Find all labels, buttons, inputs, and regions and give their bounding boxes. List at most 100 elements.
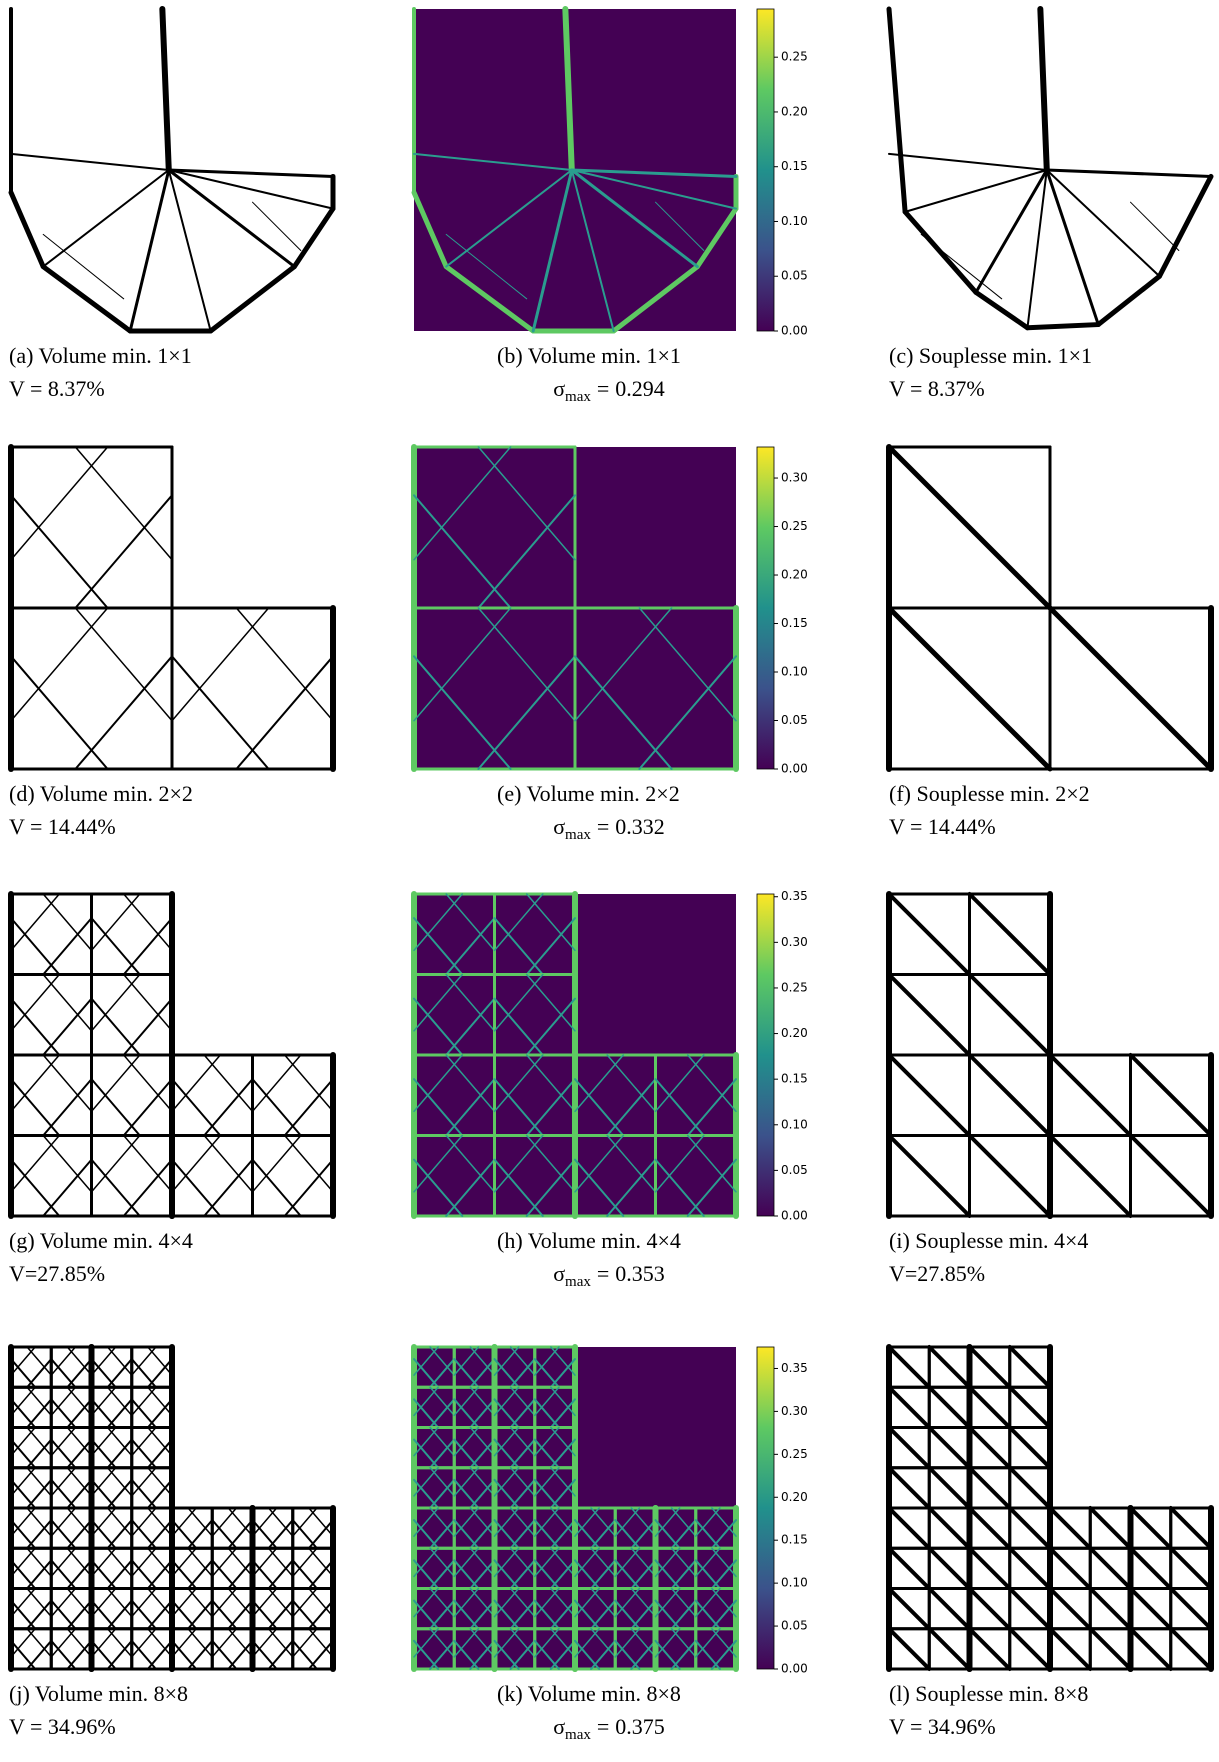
metric: σmax = 0.375 xyxy=(553,1714,665,1743)
strut xyxy=(429,1519,456,1550)
colorbar-tick-label: 0.15 xyxy=(781,1072,808,1086)
strut xyxy=(42,917,93,976)
strut xyxy=(267,1639,294,1670)
strut xyxy=(509,1559,536,1590)
strut xyxy=(614,1507,641,1537)
strut xyxy=(509,1519,536,1550)
strut xyxy=(887,972,972,1057)
strut xyxy=(211,1507,238,1537)
strut xyxy=(167,169,334,210)
symbol: σ xyxy=(553,814,565,839)
strut xyxy=(429,1438,456,1469)
strut xyxy=(131,1386,157,1417)
caption: (h) Volume min. 4×4 xyxy=(497,1228,681,1253)
strut xyxy=(493,1587,520,1618)
strut xyxy=(1128,1546,1173,1591)
strut xyxy=(90,973,141,1032)
strut xyxy=(122,917,173,976)
strut xyxy=(235,655,334,770)
strut xyxy=(493,1134,544,1193)
strut xyxy=(146,1559,173,1590)
strut xyxy=(1048,1546,1093,1591)
strut xyxy=(171,1587,197,1618)
strut xyxy=(967,1465,1012,1510)
strut xyxy=(654,1547,681,1578)
strut xyxy=(74,494,173,609)
strut xyxy=(590,1519,617,1550)
strut xyxy=(927,1506,972,1551)
strut xyxy=(1048,1626,1093,1671)
strut xyxy=(26,1599,53,1630)
strut xyxy=(710,1599,737,1630)
strut xyxy=(227,1599,254,1630)
strut xyxy=(146,1478,173,1509)
strut xyxy=(453,1507,480,1537)
strut xyxy=(66,1519,93,1550)
strut xyxy=(167,169,212,332)
strut xyxy=(90,1547,117,1578)
strut xyxy=(1045,169,1161,278)
panel: (k) Volume min. 8×8 σmax = 0.375 0.00 0.05 0.1… xyxy=(411,1344,808,1743)
caption: (k) Volume min. 8×8 xyxy=(497,1681,681,1706)
strut xyxy=(159,6,172,173)
strut xyxy=(710,1519,737,1550)
strut xyxy=(469,1438,496,1469)
symbol: σ xyxy=(553,1714,565,1739)
strut xyxy=(887,1133,972,1218)
strut xyxy=(606,1158,657,1217)
strut xyxy=(131,1628,157,1658)
strut xyxy=(106,1358,133,1389)
strut xyxy=(10,1628,36,1658)
strut xyxy=(1048,1506,1093,1551)
strut xyxy=(66,1559,93,1590)
strut xyxy=(1007,1546,1052,1591)
panel: (d) Volume min. 2×2 V = 14.44% xyxy=(8,444,336,839)
strut xyxy=(710,1559,737,1590)
strut xyxy=(106,1639,133,1670)
strut xyxy=(66,1478,93,1509)
strut xyxy=(171,607,270,722)
strut xyxy=(292,1547,318,1578)
colorbar-tick-label: 0.25 xyxy=(781,50,808,64)
caption: (l) Souplesse min. 8×8 xyxy=(889,1681,1088,1706)
strut xyxy=(10,1158,61,1217)
strut xyxy=(122,973,173,1032)
strut xyxy=(251,1134,302,1193)
metric: V = 14.44% xyxy=(889,814,996,839)
strut xyxy=(106,1519,133,1550)
strut xyxy=(413,607,512,722)
strut xyxy=(251,1507,278,1537)
strut xyxy=(531,168,574,333)
strut xyxy=(50,1386,77,1417)
strut xyxy=(493,1054,544,1113)
strut xyxy=(10,1054,61,1113)
caption: (b) Volume min. 1×1 xyxy=(497,343,681,368)
colorbar-tick-label: 0.10 xyxy=(781,1576,808,1590)
strut xyxy=(283,1134,334,1193)
strut xyxy=(26,1358,53,1389)
panel: (a) Volume min. 1×1 V = 8.37% xyxy=(8,6,336,401)
strut xyxy=(549,1358,576,1389)
strut xyxy=(211,1628,238,1658)
strut xyxy=(927,1546,972,1591)
strut xyxy=(251,1054,302,1113)
strut xyxy=(235,607,334,722)
strut xyxy=(26,1559,53,1590)
strut xyxy=(251,1628,278,1658)
panel: (b) Volume min. 1×1 σmax = 0.294 0.00 0.05 0.1… xyxy=(411,6,808,405)
strut xyxy=(1128,1053,1213,1138)
strut xyxy=(614,1547,641,1578)
strut xyxy=(967,972,1052,1057)
strut xyxy=(1095,273,1162,328)
strut xyxy=(534,1386,560,1417)
strut xyxy=(10,1507,36,1537)
strut xyxy=(307,1559,334,1590)
strut xyxy=(66,1639,93,1670)
strut xyxy=(570,169,615,332)
strut xyxy=(203,1078,254,1137)
strut xyxy=(267,1599,294,1630)
strut xyxy=(493,1346,520,1376)
strut xyxy=(429,1398,456,1429)
strut xyxy=(307,1519,334,1550)
operator: = xyxy=(597,1261,609,1286)
